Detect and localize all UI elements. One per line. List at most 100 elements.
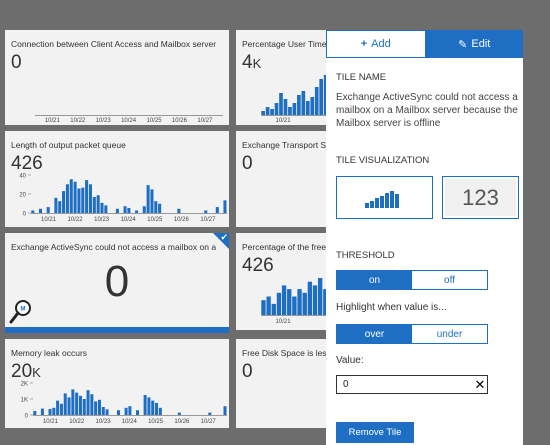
checkmark-icon: ✔ (220, 233, 228, 242)
tile-chart: 2K 1K 0 10/21 10/22 10/23 10/24 10/25 10/26 10/27 (21, 382, 227, 425)
bar (270, 109, 274, 115)
bar (54, 197, 58, 213)
bar (297, 95, 301, 115)
bar (124, 407, 128, 415)
bar (73, 181, 77, 213)
y-tick-label: 1K (21, 398, 28, 404)
bar (135, 210, 139, 213)
selected-corner (213, 233, 229, 249)
y-tick-label: 0 (25, 414, 29, 420)
bar (59, 403, 63, 415)
tile-value: 426 (11, 153, 43, 174)
x-tick-label: 10/23 (96, 419, 112, 425)
y-tick-label: 20 (19, 193, 26, 199)
clear-icon[interactable]: ✕ (474, 376, 486, 392)
tile-percentage-user-time[interactable]: Percentage User Time 4K 10/21 (236, 30, 328, 125)
bar (215, 207, 219, 213)
bar (65, 184, 69, 213)
bar (143, 395, 147, 415)
bar (261, 111, 265, 115)
bar (127, 207, 131, 213)
bar (105, 409, 109, 415)
tile-output-packet-queue[interactable]: Length of output packet queue 426 40 20 0 1… (5, 131, 229, 227)
bar (77, 188, 81, 213)
threshold-toggle: on off (336, 270, 488, 290)
bar (301, 91, 306, 115)
x-tick-label: 10/25 (147, 217, 163, 223)
bar (146, 185, 150, 213)
svg-text:M: M (21, 307, 26, 313)
tile-name-label: TILE NAME (336, 72, 387, 83)
x-tick-label: 10/24 (122, 419, 138, 425)
threshold-on-button[interactable]: on (337, 271, 412, 289)
x-tick-label: 10/22 (68, 217, 84, 223)
bar (58, 201, 62, 213)
bar (276, 292, 282, 315)
threshold-label: THRESHOLD (336, 250, 395, 261)
x-tick-label: 10/26 (174, 419, 190, 425)
x-tick-label: 10/25 (147, 118, 163, 124)
viz-option-chart[interactable] (336, 176, 433, 219)
remove-tile-button[interactable]: Remove Tile (336, 422, 414, 443)
bar (104, 205, 108, 213)
tile-value: 0 (242, 153, 253, 174)
bar (204, 210, 208, 213)
highlight-toggle: over under (336, 324, 488, 344)
bar (297, 289, 302, 315)
magnifier-icon: M (9, 300, 31, 324)
bar (266, 296, 271, 315)
bar (147, 397, 151, 415)
tile-value: 4K (242, 52, 262, 73)
threshold-off-button[interactable]: off (412, 271, 487, 289)
under-button[interactable]: under (412, 325, 487, 343)
bar (310, 97, 315, 115)
tile-visualization-label: TILE VISUALIZATION (336, 155, 430, 166)
bar (287, 289, 292, 315)
tab-add[interactable]: + Add (326, 30, 426, 58)
bar (288, 107, 292, 115)
tile-memory-leak[interactable]: Memory leak occurs 20K 2K 1K 0 10/21 10/22 10… (5, 339, 229, 428)
bar (86, 390, 90, 415)
value-input[interactable] (336, 375, 488, 394)
x-tick-label: 10/24 (121, 118, 137, 124)
bar (123, 206, 127, 213)
plus-icon: + (360, 38, 368, 50)
bar (33, 411, 37, 415)
over-button[interactable]: over (337, 325, 412, 343)
bar (31, 210, 35, 213)
tile-title: Exchange Transport Serv (242, 140, 328, 150)
tile-title: Connection between Client Access and Mai… (11, 39, 217, 49)
tile-big-value: 0 (104, 257, 130, 306)
tab-edit[interactable]: ✎ Edit (425, 30, 523, 58)
selected-bar (5, 327, 229, 333)
bar (115, 208, 119, 213)
bar (52, 407, 56, 415)
tile-exchange-transport[interactable]: Exchange Transport Serv 0 (236, 131, 328, 227)
x-tick-label: 10/21 (276, 118, 292, 124)
bar (94, 401, 98, 415)
tile-percentage-free[interactable]: Percentage of the free u 426 10/21 (236, 233, 328, 330)
pencil-icon: ✎ (458, 38, 468, 51)
bar (101, 407, 105, 415)
tile-free-disk-space[interactable]: Free Disk Space is less th 0 (236, 339, 328, 428)
tile-value: 0 (11, 52, 22, 73)
x-tick-label: 10/27 (200, 217, 216, 223)
tile-value: 426 (242, 255, 274, 276)
x-tick-label: 10/23 (94, 217, 110, 223)
tile-activesync-mailbox[interactable]: Exchange ActiveSync could not access a m… (5, 233, 229, 333)
bar (40, 408, 44, 415)
bar (88, 184, 92, 213)
bar (100, 202, 104, 213)
bar (90, 394, 94, 415)
bar (323, 289, 328, 315)
bar (177, 208, 181, 213)
bar (292, 103, 297, 115)
viz-option-number[interactable]: 123 (442, 176, 519, 219)
tile-title: Exchange ActiveSync could not access a m… (11, 242, 217, 252)
bar (67, 397, 71, 415)
bar (56, 400, 60, 415)
tile-name-value[interactable]: Exchange ActiveSync could not access a m… (336, 92, 518, 129)
tile-client-access-connection[interactable]: Connection between Client Access and Mai… (5, 30, 229, 125)
bar (75, 392, 79, 415)
x-tick-label: 10/27 (201, 419, 217, 425)
